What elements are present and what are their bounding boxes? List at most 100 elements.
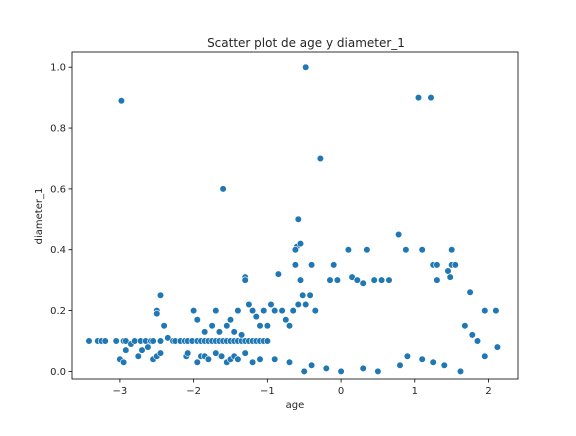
data-point bbox=[201, 328, 209, 336]
x-tick-label: −3 bbox=[113, 386, 128, 397]
data-point bbox=[274, 270, 283, 278]
data-point bbox=[263, 322, 272, 330]
data-point bbox=[193, 358, 201, 366]
data-point bbox=[311, 307, 319, 315]
data-point bbox=[493, 343, 502, 351]
data-point bbox=[256, 322, 264, 330]
data-point bbox=[414, 93, 423, 102]
y-tick-label: 0.0 bbox=[50, 367, 66, 378]
data-point bbox=[427, 93, 435, 102]
y-tick-label: 0.4 bbox=[50, 245, 66, 256]
data-point bbox=[330, 261, 338, 269]
data-point bbox=[249, 358, 257, 366]
data-point bbox=[363, 246, 371, 254]
data-point bbox=[451, 261, 459, 269]
data-point bbox=[289, 307, 297, 315]
data-point bbox=[300, 367, 308, 376]
data-point bbox=[296, 240, 305, 248]
data-point bbox=[112, 337, 120, 345]
data-point bbox=[117, 97, 125, 105]
data-point bbox=[456, 367, 465, 376]
data-point bbox=[402, 246, 410, 254]
data-point bbox=[101, 337, 109, 345]
data-point bbox=[296, 276, 305, 284]
data-point bbox=[245, 300, 253, 309]
data-point bbox=[473, 337, 482, 345]
data-point bbox=[212, 349, 220, 357]
data-point bbox=[395, 230, 403, 239]
data-point bbox=[164, 334, 172, 342]
data-point bbox=[156, 337, 165, 345]
data-point bbox=[294, 300, 302, 309]
data-point bbox=[153, 310, 161, 318]
data-point bbox=[256, 355, 264, 363]
data-point bbox=[263, 337, 272, 345]
data-point bbox=[208, 322, 216, 330]
data-point bbox=[326, 276, 334, 284]
x-axis-label: age bbox=[286, 400, 305, 411]
data-point bbox=[299, 291, 307, 299]
data-point bbox=[433, 276, 441, 284]
data-point bbox=[134, 352, 142, 360]
data-point bbox=[271, 355, 279, 363]
data-point bbox=[260, 307, 268, 315]
x-axis-ticks: −3 −2 −1 0 1 2 bbox=[113, 379, 492, 397]
data-point bbox=[184, 349, 192, 357]
data-point bbox=[446, 273, 454, 281]
data-point bbox=[461, 322, 469, 330]
data-point bbox=[160, 322, 168, 330]
data-point bbox=[385, 276, 393, 284]
data-point bbox=[492, 307, 500, 315]
data-point bbox=[444, 267, 452, 275]
data-point bbox=[267, 300, 275, 309]
data-point bbox=[466, 288, 474, 296]
points-layer bbox=[85, 63, 502, 376]
data-point bbox=[190, 307, 198, 315]
data-point bbox=[448, 246, 456, 254]
data-point bbox=[468, 331, 476, 339]
data-point bbox=[241, 349, 249, 357]
data-point bbox=[249, 307, 257, 315]
x-tick-label: 0 bbox=[338, 386, 344, 397]
x-tick-label: 2 bbox=[485, 386, 491, 397]
y-tick-label: 0.8 bbox=[50, 124, 66, 135]
data-point bbox=[138, 346, 146, 354]
data-point bbox=[215, 328, 223, 336]
data-point bbox=[218, 352, 226, 360]
data-point bbox=[333, 276, 342, 284]
y-axis-ticks: 0.0 0.2 0.4 0.6 0.8 1.0 bbox=[50, 63, 72, 378]
data-point bbox=[378, 276, 386, 284]
data-point bbox=[359, 279, 367, 287]
data-point bbox=[238, 331, 246, 339]
data-point bbox=[316, 154, 325, 163]
data-point bbox=[122, 346, 130, 354]
data-point bbox=[149, 337, 157, 345]
data-point bbox=[353, 276, 361, 284]
data-point bbox=[226, 316, 235, 324]
data-point bbox=[193, 316, 201, 324]
data-point bbox=[370, 276, 378, 284]
data-point bbox=[212, 307, 220, 315]
data-point bbox=[302, 63, 310, 71]
data-point bbox=[344, 246, 353, 254]
data-point bbox=[291, 246, 300, 254]
data-point bbox=[418, 355, 426, 363]
y-axis-label: diameter_1 bbox=[34, 188, 45, 245]
data-point bbox=[418, 246, 426, 254]
data-point bbox=[156, 349, 165, 357]
data-point bbox=[285, 322, 294, 330]
data-point bbox=[204, 355, 212, 363]
data-point bbox=[396, 361, 404, 369]
data-point bbox=[85, 337, 93, 345]
data-point bbox=[278, 307, 286, 315]
data-point bbox=[144, 343, 152, 351]
data-point bbox=[271, 307, 279, 315]
chart-title: Scatter plot de age y diameter_1 bbox=[207, 36, 405, 50]
plot-area-frame bbox=[71, 51, 519, 380]
x-tick-label: 1 bbox=[412, 386, 418, 397]
data-point bbox=[219, 185, 227, 193]
y-tick-label: 0.6 bbox=[50, 184, 66, 195]
